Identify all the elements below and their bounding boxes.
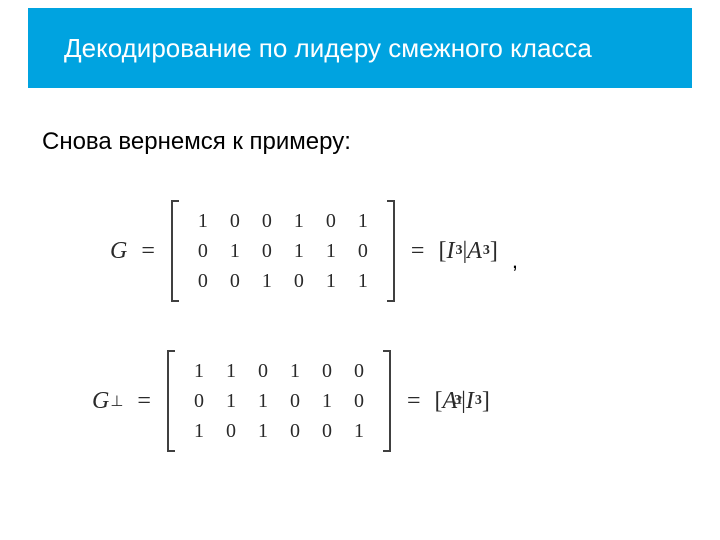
cell: 1 — [215, 356, 247, 386]
slide-title: Декодирование по лидеру смежного класса — [64, 33, 592, 64]
equation-g: G = 1 0 0 1 0 1 0 1 0 1 1 0 0 0 1 0 1 — [110, 200, 518, 302]
cell: 0 — [183, 386, 215, 416]
cell: 1 — [315, 236, 347, 266]
cell: 0 — [343, 356, 375, 386]
cell: 1 — [315, 266, 347, 296]
cell: 1 — [219, 236, 251, 266]
g-perp-rhs: [ At3 | I3 ] — [435, 388, 490, 415]
equals-sign: = — [133, 388, 155, 415]
g-rhs: [ I3 | A3 ] — [438, 238, 497, 265]
g-matrix-grid: 1 0 0 1 0 1 0 1 0 1 1 0 0 0 1 0 1 1 — [181, 200, 385, 302]
cell: 1 — [187, 206, 219, 236]
cell: 0 — [247, 356, 279, 386]
cell: 1 — [311, 386, 343, 416]
close-bracket: ] — [490, 238, 498, 265]
cell: 1 — [279, 356, 311, 386]
cell: 1 — [247, 386, 279, 416]
cell: 0 — [187, 266, 219, 296]
cell: 0 — [311, 416, 343, 446]
cell: 1 — [215, 386, 247, 416]
bracket-right-icon — [381, 350, 393, 452]
cell: 0 — [219, 206, 251, 236]
g-perp-symbol: G⊥ — [92, 388, 123, 415]
bracket-right-icon — [385, 200, 397, 302]
cell: 1 — [247, 416, 279, 446]
intro-text: Снова вернемся к примеру: — [42, 128, 351, 156]
g-matrix: 1 0 0 1 0 1 0 1 0 1 1 0 0 0 1 0 1 1 — [169, 200, 397, 302]
cell: 1 — [347, 266, 379, 296]
cell: 0 — [343, 386, 375, 416]
cell: 0 — [251, 236, 283, 266]
bracket-left-icon — [169, 200, 181, 302]
cell: 0 — [283, 266, 315, 296]
identity-symbol: I — [466, 388, 474, 415]
cell: 1 — [283, 206, 315, 236]
cell: 1 — [343, 416, 375, 446]
equals-sign: = — [407, 238, 429, 265]
cell: 1 — [283, 236, 315, 266]
equals-sign: = — [403, 388, 425, 415]
trailing-comma: , — [512, 248, 518, 302]
g-letter: G — [92, 388, 109, 415]
title-bar: Декодирование по лидеру смежного класса — [28, 8, 692, 88]
sub-3: 3 — [475, 393, 482, 409]
open-bracket: [ — [435, 388, 443, 415]
cell: 0 — [311, 356, 343, 386]
slide: Декодирование по лидеру смежного класса … — [0, 0, 720, 540]
a-symbol: A — [467, 238, 482, 265]
equals-sign: = — [137, 238, 159, 265]
perp-sup: ⊥ — [110, 392, 123, 411]
cell: 1 — [183, 416, 215, 446]
bracket-left-icon — [165, 350, 177, 452]
cell: 0 — [315, 206, 347, 236]
cell: 1 — [251, 266, 283, 296]
identity-symbol: I — [446, 238, 454, 265]
sub-3: 3 — [483, 243, 490, 259]
cell: 0 — [251, 206, 283, 236]
sub-3: 3 — [454, 393, 461, 409]
close-bracket: ] — [482, 388, 490, 415]
equation-g-perp: G⊥ = 1 1 0 1 0 0 0 1 1 0 1 0 1 0 1 0 — [92, 350, 490, 452]
g-perp-matrix-grid: 1 1 0 1 0 0 0 1 1 0 1 0 1 0 1 0 0 1 — [177, 350, 381, 452]
cell: 0 — [279, 386, 311, 416]
g-perp-matrix: 1 1 0 1 0 0 0 1 1 0 1 0 1 0 1 0 0 1 — [165, 350, 393, 452]
g-symbol: G — [110, 238, 127, 265]
cell: 1 — [183, 356, 215, 386]
sub-3: 3 — [455, 243, 462, 259]
cell: 0 — [347, 236, 379, 266]
cell: 0 — [279, 416, 311, 446]
cell: 0 — [215, 416, 247, 446]
cell: 1 — [347, 206, 379, 236]
cell: 0 — [219, 266, 251, 296]
cell: 0 — [187, 236, 219, 266]
